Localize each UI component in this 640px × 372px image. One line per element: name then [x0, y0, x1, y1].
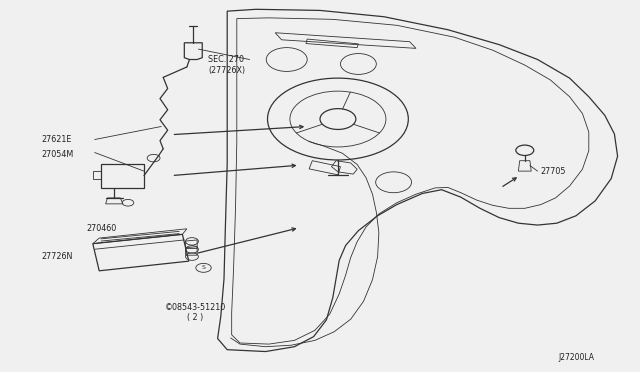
- Text: 27726N: 27726N: [42, 252, 73, 261]
- Text: J27200LA: J27200LA: [558, 353, 594, 362]
- Text: 27054M: 27054M: [42, 150, 74, 159]
- Text: S: S: [202, 265, 205, 270]
- Text: 27621E: 27621E: [42, 135, 72, 144]
- Text: 27705: 27705: [541, 167, 566, 176]
- Text: SEC. 270
(27726X): SEC. 270 (27726X): [208, 55, 245, 75]
- Text: 270460: 270460: [86, 224, 116, 233]
- Text: ©08543-51210
( 2 ): ©08543-51210 ( 2 ): [164, 303, 226, 322]
